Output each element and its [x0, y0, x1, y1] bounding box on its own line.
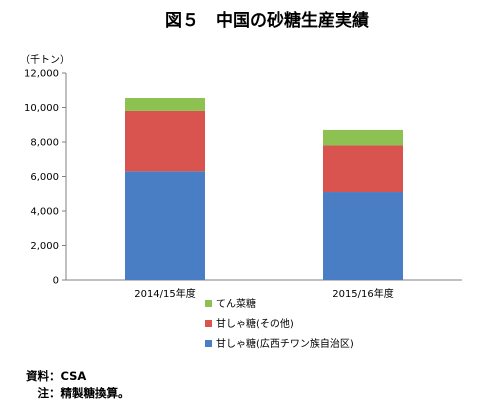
y-tick-label: 12,000	[24, 69, 59, 80]
plot-area: 0 2,000 4,000 6,000 8,000 10,000 12,000 2014/15…	[24, 69, 462, 300]
y-tick-label: 8,000	[30, 138, 59, 149]
chart-title: 図５ 中国の砂糖生産実績	[165, 10, 369, 31]
legend-swatch	[205, 340, 212, 347]
bar-segment	[125, 110, 205, 172]
y-tick-label: 4,000	[30, 207, 59, 218]
legend-swatch	[205, 320, 212, 327]
bar-segment	[125, 98, 205, 111]
bar-segment	[125, 171, 205, 280]
x-tick-label: 2014/15年度	[134, 287, 196, 300]
y-tick-label: 2,000	[30, 241, 59, 252]
legend-swatch	[205, 300, 212, 307]
y-tick-label: 0	[53, 276, 59, 287]
footnote: 注：精製糖換算。	[26, 386, 130, 400]
source-note: 資料：CSA	[26, 369, 87, 383]
legend-label: てん菜糖	[216, 297, 256, 310]
bar-segment	[323, 145, 403, 193]
x-tick-label: 2015/16年度	[332, 287, 394, 300]
y-tick-label: 10,000	[24, 103, 59, 114]
bar-segment	[323, 129, 403, 146]
bar-segment	[323, 192, 403, 280]
y-axis-unit-label: （千トン）	[20, 54, 70, 66]
legend-label: 甘しゃ糖(広西チワン族自治区)	[216, 337, 354, 350]
y-tick-label: 6,000	[30, 172, 59, 183]
legend-label: 甘しゃ糖(その他)	[216, 317, 294, 330]
